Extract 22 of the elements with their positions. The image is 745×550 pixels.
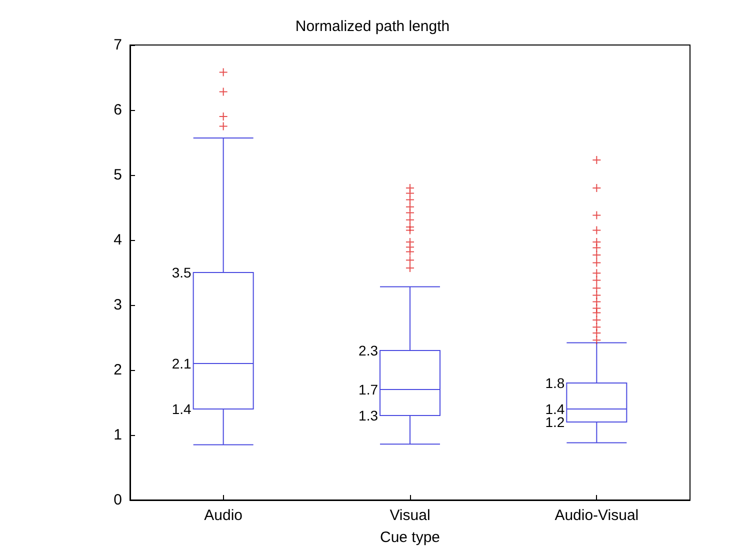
annotation: 1.7 bbox=[358, 382, 378, 398]
y-tick-label: 3 bbox=[114, 296, 122, 314]
annotation: 1.2 bbox=[545, 414, 565, 430]
chart-title: Normalized path length bbox=[295, 18, 450, 35]
x-axis-title: Cue type bbox=[380, 529, 440, 546]
y-tick-label: 6 bbox=[114, 102, 122, 118]
annotation: 2.1 bbox=[172, 356, 192, 372]
x-tick-label: Audio bbox=[204, 507, 243, 524]
x-tick-label: Audio-Visual bbox=[554, 507, 639, 524]
y-tick-label: 2 bbox=[114, 362, 122, 378]
annotation: 3.5 bbox=[172, 264, 192, 280]
annotation: 1.8 bbox=[545, 375, 565, 391]
annotation: 1.4 bbox=[545, 401, 565, 417]
y-tick-label: 5 bbox=[114, 166, 122, 184]
y-tick-label: 1 bbox=[114, 426, 122, 444]
y-tick-label: 4 bbox=[114, 232, 122, 248]
annotation: 2.3 bbox=[358, 342, 378, 358]
y-tick-label: 7 bbox=[114, 36, 122, 54]
annotation: 1.4 bbox=[172, 401, 192, 417]
x-tick-label: Visual bbox=[390, 507, 430, 524]
y-tick-label: 0 bbox=[114, 492, 122, 508]
annotation: 1.3 bbox=[358, 408, 378, 424]
